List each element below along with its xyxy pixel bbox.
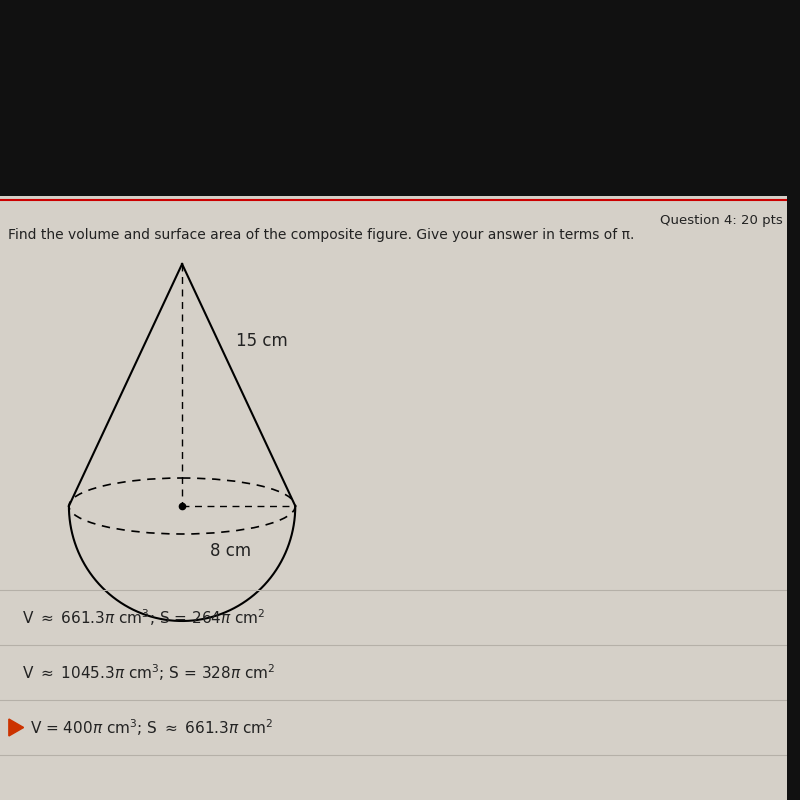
Text: V = 400$\pi$ cm$^3$; S $\approx$ 661.3$\pi$ cm$^2$: V = 400$\pi$ cm$^3$; S $\approx$ 661.3$\… — [30, 717, 273, 738]
Text: Question 4: 20 pts: Question 4: 20 pts — [660, 214, 782, 227]
Polygon shape — [9, 719, 24, 736]
Text: 15 cm: 15 cm — [236, 333, 288, 350]
Text: V $\approx$ 661.3$\pi$ cm$^3$; S = 264$\pi$ cm$^2$: V $\approx$ 661.3$\pi$ cm$^3$; S = 264$\… — [22, 607, 265, 628]
Text: 8 cm: 8 cm — [210, 542, 250, 560]
Text: Find the volume and surface area of the composite figure. Give your answer in te: Find the volume and surface area of the … — [8, 228, 634, 242]
Bar — [0, 196, 787, 800]
Text: V $\approx$ 1045.3$\pi$ cm$^3$; S = 328$\pi$ cm$^2$: V $\approx$ 1045.3$\pi$ cm$^3$; S = 328$… — [22, 662, 275, 683]
